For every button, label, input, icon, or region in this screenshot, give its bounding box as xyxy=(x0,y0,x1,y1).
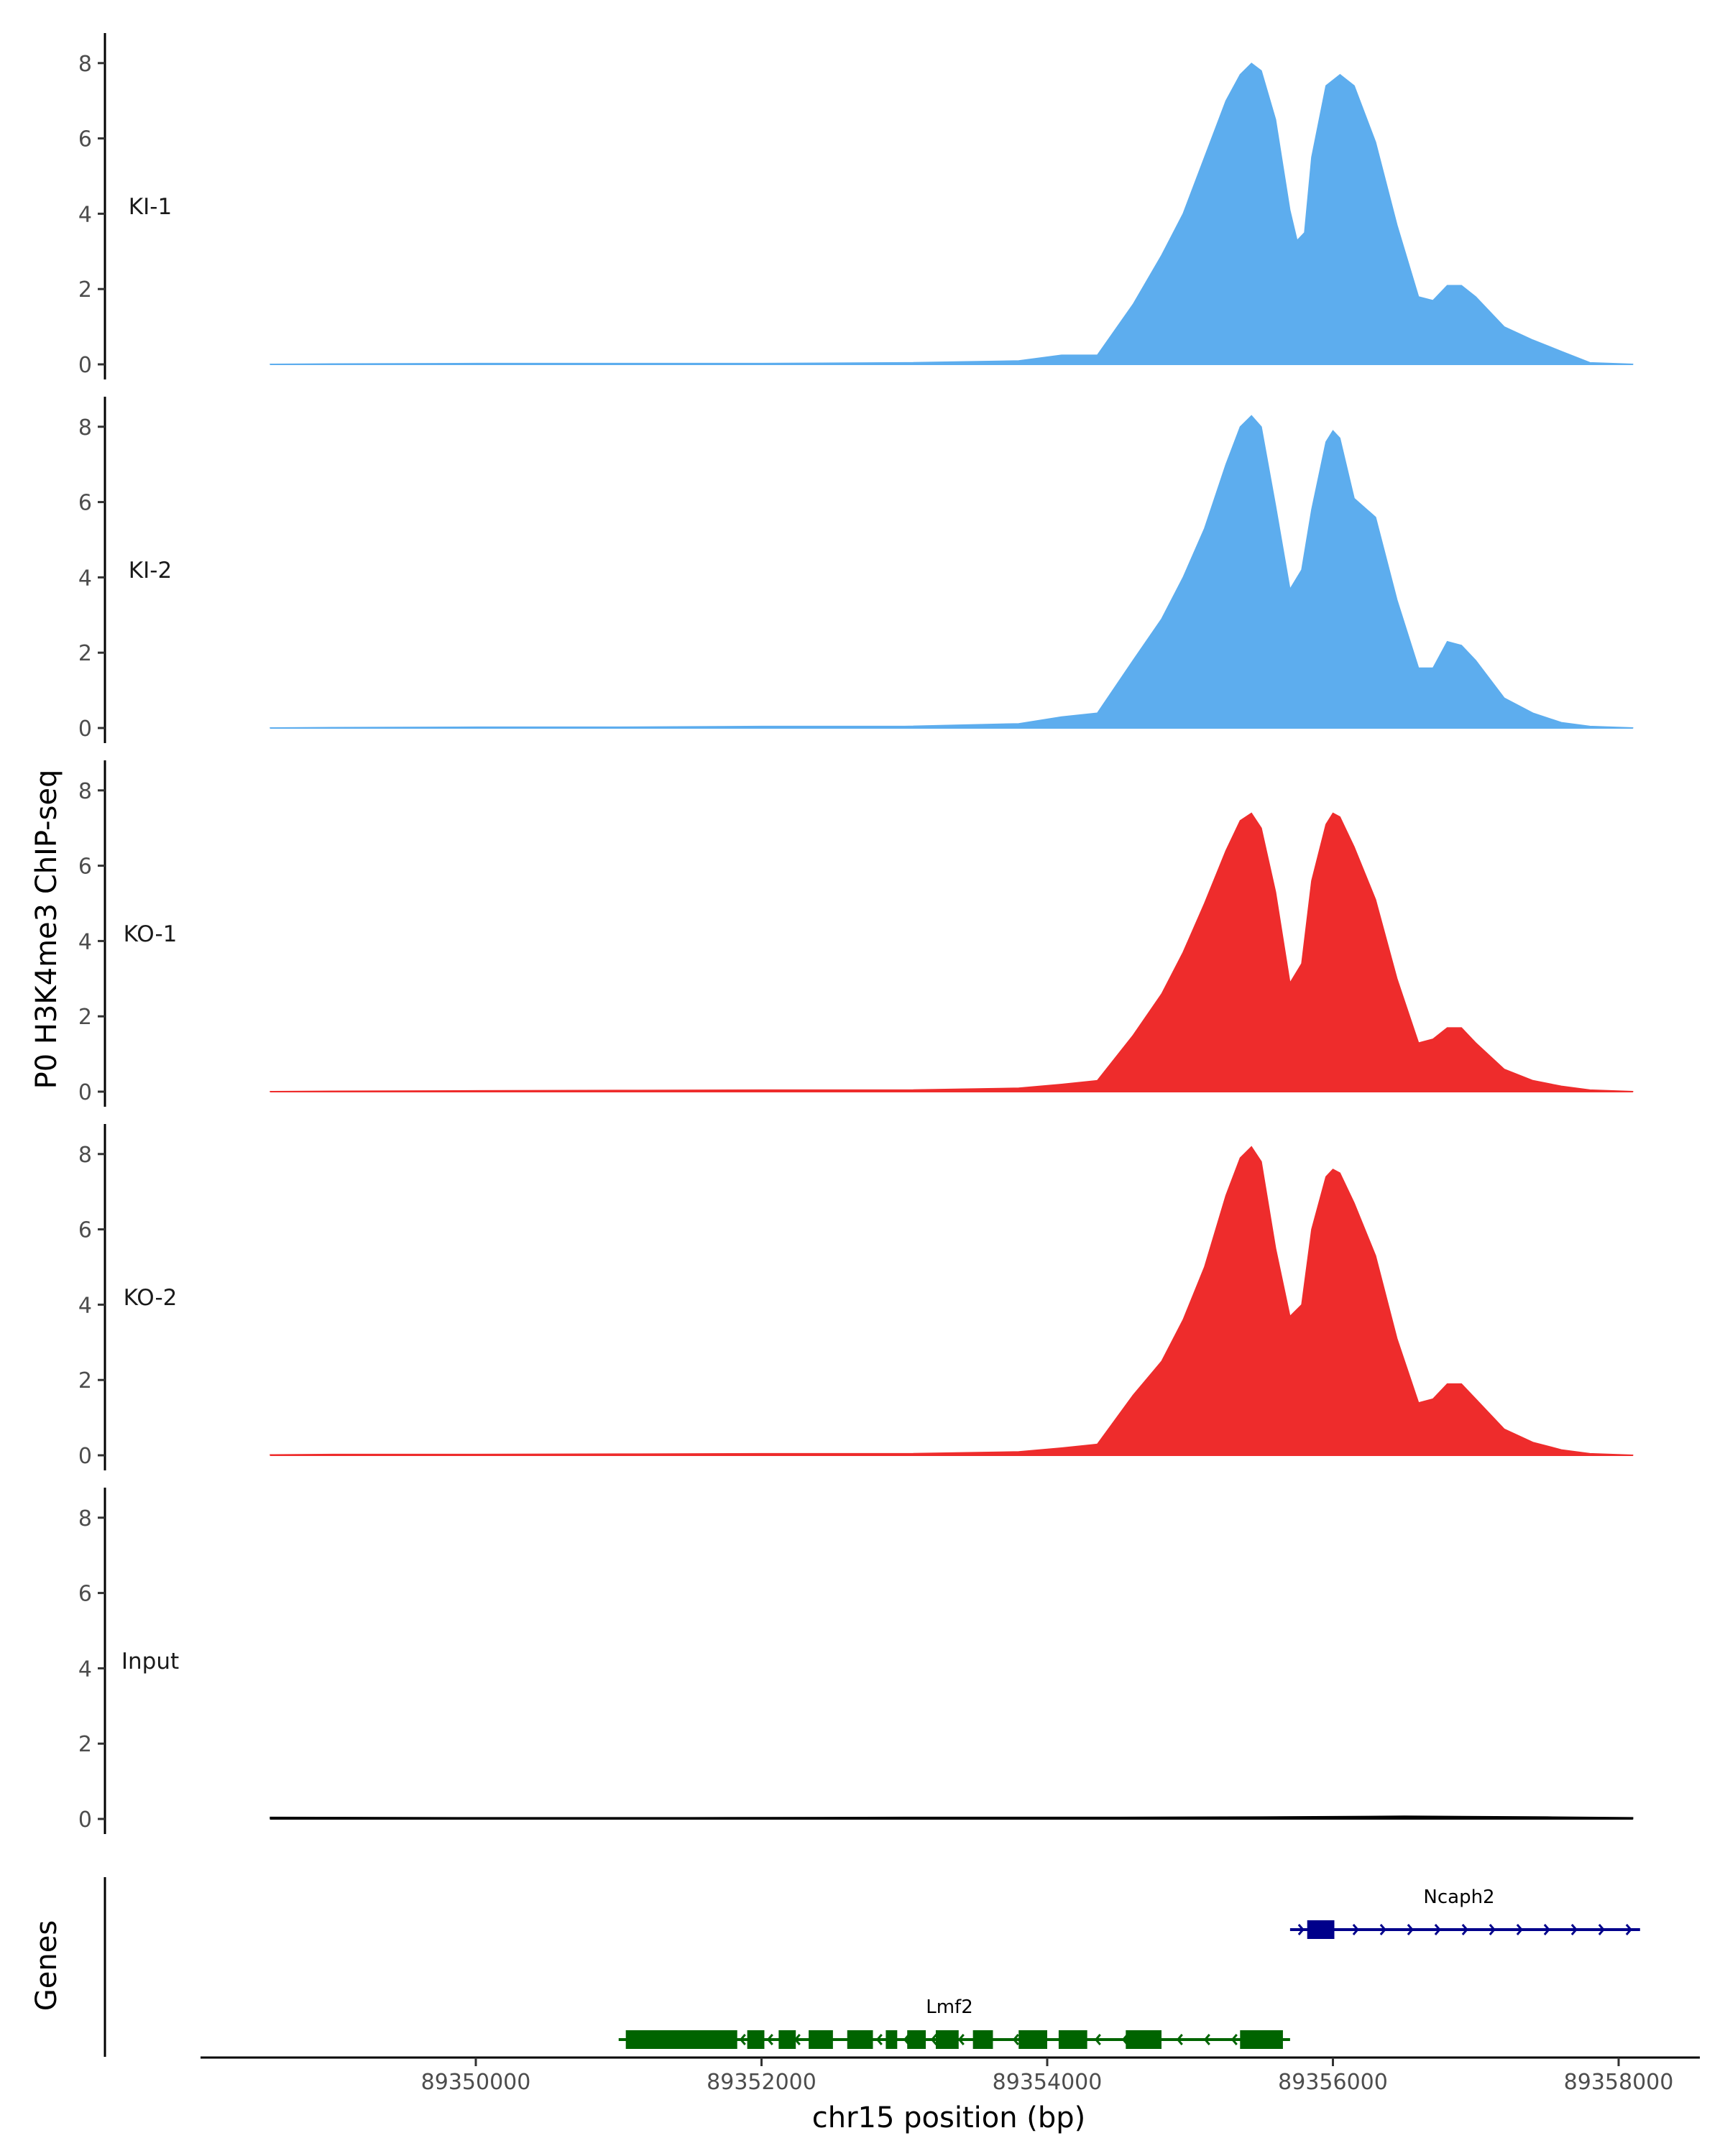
y-tick-label: 8 xyxy=(78,1143,92,1168)
x-tick-label: 89354000 xyxy=(993,2070,1103,2095)
strand-arrow xyxy=(1625,1924,1632,1935)
exon-block xyxy=(935,2030,959,2049)
y-tick-label: 4 xyxy=(78,566,92,591)
strand-arrow xyxy=(1094,2034,1101,2045)
x-tick-label: 89350000 xyxy=(421,2070,531,2095)
exon-block xyxy=(1126,2030,1162,2049)
signal-area xyxy=(270,812,1634,1092)
exon-block xyxy=(747,2030,765,2049)
x-tick-label: 89356000 xyxy=(1278,2070,1388,2095)
gene-lmf2: Lmf2 xyxy=(618,1996,1290,2049)
strand-arrow xyxy=(1297,1924,1305,1935)
strand-arrow xyxy=(1176,2034,1183,2045)
strand-arrow xyxy=(1352,1924,1359,1935)
exon-block xyxy=(809,2030,833,2049)
strand-arrow xyxy=(1230,2034,1238,2045)
strand-arrow xyxy=(1598,1924,1605,1935)
track-panel-ko-2: 0 2 4 6 8 KO-2 xyxy=(78,1124,1634,1470)
y-tick-label: 2 xyxy=(78,277,92,303)
y-tick-label: 8 xyxy=(78,52,92,77)
y-tick-label: 2 xyxy=(78,1368,92,1393)
y-tick-label: 6 xyxy=(78,854,92,880)
strand-arrow xyxy=(1379,1924,1386,1935)
strand-arrow xyxy=(1461,1924,1468,1935)
y-tick-label: 4 xyxy=(78,1293,92,1318)
x-tick-label: 89358000 xyxy=(1564,2070,1674,2095)
y-tick-label: 8 xyxy=(78,779,92,804)
signal-area xyxy=(270,415,1634,729)
strand-arrow xyxy=(739,2034,746,2045)
strand-arrow xyxy=(957,2034,965,2045)
y-tick-label: 2 xyxy=(78,1005,92,1030)
track-label: KO-1 xyxy=(124,921,178,947)
track-panels: 0 2 4 6 8 KI-1 0 2 4 6 8 KI-2 0 2 4 6 8 KO-1 0 2 4 6 8 KO-2 0 2 4 6… xyxy=(78,33,1634,1834)
track-panel-ki-1: 0 2 4 6 8 KI-1 xyxy=(78,33,1634,379)
exon-block xyxy=(972,2030,993,2049)
gene-ncaph2: Ncaph2 xyxy=(1289,1886,1640,1939)
exon-block xyxy=(847,2030,873,2049)
exon-block xyxy=(1058,2030,1087,2049)
strand-arrow xyxy=(875,2034,883,2045)
strand-arrow xyxy=(766,2034,773,2045)
genes-panel: Genes Lmf2 Ncaph2 xyxy=(30,1877,1640,2057)
exon-block xyxy=(1307,1920,1335,1939)
exon-block xyxy=(886,2030,898,2049)
y-tick-label: 8 xyxy=(78,415,92,441)
exon-block xyxy=(778,2030,796,2049)
exon-block xyxy=(625,2030,737,2049)
signal-area xyxy=(270,1815,1634,1820)
y-tick-label: 6 xyxy=(78,1218,92,1243)
y-tick-label: 0 xyxy=(78,1807,92,1833)
strand-arrow xyxy=(1203,2034,1210,2045)
y-tick-label: 0 xyxy=(78,353,92,378)
y-tick-label: 6 xyxy=(78,127,92,152)
strand-arrow xyxy=(1516,1924,1523,1935)
track-label: KI-2 xyxy=(129,558,172,584)
track-label: Input xyxy=(121,1649,179,1674)
exon-block xyxy=(1240,2030,1283,2049)
x-tick-label: 89352000 xyxy=(707,2070,816,2095)
track-panel-input: 0 2 4 6 8 Input xyxy=(78,1488,1634,1834)
y-tick-label: 0 xyxy=(78,1080,92,1105)
track-label: KI-1 xyxy=(129,194,172,220)
track-panel-ki-2: 0 2 4 6 8 KI-2 xyxy=(78,397,1634,743)
y-tick-label: 8 xyxy=(78,1506,92,1531)
y-tick-label: 4 xyxy=(78,929,92,954)
exon-block xyxy=(907,2030,926,2049)
signal-area xyxy=(270,63,1634,365)
strand-arrow xyxy=(1407,1924,1414,1935)
x-axis: 89350000 89352000 89354000 89356000 89358000… xyxy=(201,2056,1700,2134)
x-axis-title: chr15 position (bp) xyxy=(812,2101,1086,2134)
exon-block xyxy=(1018,2030,1047,2049)
strand-arrow xyxy=(1489,1924,1496,1935)
strand-arrow xyxy=(930,2034,937,2045)
y-tick-label: 6 xyxy=(78,491,92,516)
gene-label: Ncaph2 xyxy=(1423,1886,1494,1908)
y-tick-label: 0 xyxy=(78,717,92,742)
y-tick-label: 6 xyxy=(78,1582,92,1607)
y-tick-label: 4 xyxy=(78,1657,92,1682)
y-axis-title: P0 H3K4me3 ChIP-seq xyxy=(30,770,63,1089)
track-panel-ko-1: 0 2 4 6 8 KO-1 xyxy=(78,760,1634,1107)
track-label: KO-2 xyxy=(124,1285,178,1311)
gene-label: Lmf2 xyxy=(926,1996,973,2018)
gene-models: Lmf2 Ncaph2 xyxy=(618,1886,1640,2049)
x-ticks: 89350000 89352000 89354000 89356000 89358000 xyxy=(421,2058,1674,2095)
y-tick-label: 2 xyxy=(78,641,92,666)
strand-arrow xyxy=(1543,1924,1550,1935)
strand-arrow xyxy=(1012,2034,1019,2045)
y-tick-label: 0 xyxy=(78,1444,92,1469)
y-tick-label: 4 xyxy=(78,202,92,227)
signal-area xyxy=(270,1146,1634,1456)
y-tick-label: 2 xyxy=(78,1732,92,1757)
strand-arrow xyxy=(1434,1924,1441,1935)
strand-arrow xyxy=(1570,1924,1578,1935)
genes-label: Genes xyxy=(30,1920,63,2011)
